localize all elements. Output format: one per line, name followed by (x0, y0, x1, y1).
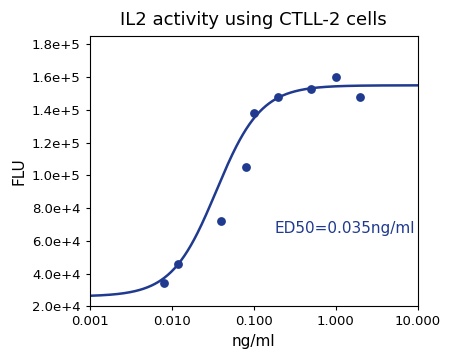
X-axis label: ng/ml: ng/ml (231, 334, 275, 349)
Point (217, 218, 224, 224)
Point (274, 94, 281, 100)
Point (331, 74, 339, 80)
Point (174, 261, 181, 267)
Y-axis label: FLU: FLU (11, 157, 26, 185)
Point (242, 164, 249, 170)
Title: IL2 activity using CTLL-2 cells: IL2 activity using CTLL-2 cells (120, 11, 386, 29)
Text: ED50=0.035ng/ml: ED50=0.035ng/ml (274, 221, 414, 236)
Point (356, 94, 363, 100)
Point (307, 86, 314, 91)
Point (249, 110, 257, 116)
Point (160, 280, 167, 286)
